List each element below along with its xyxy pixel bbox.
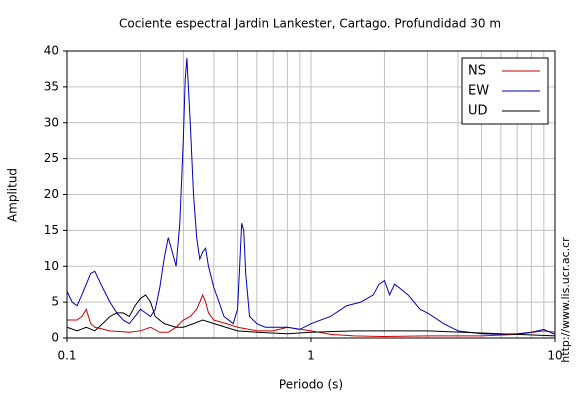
chart-title: Cociente espectral Jardin Lankester, Car… [119,17,501,31]
series-line [66,294,556,337]
source-annotation: http://www.lis.ucr.ac.cr [559,237,572,363]
y-axis-label: Amplitud [6,168,20,222]
x-axis-label: Periodo (s) [279,378,343,392]
legend-label: UD [468,104,488,119]
y-tick-label: 30 [44,115,59,129]
series-line [67,293,556,338]
y-tick-label: 35 [44,79,59,93]
plot-frame [66,50,556,339]
y-tick-label: 40 [44,44,59,58]
legend-label: NS [468,64,486,79]
y-tick-label: 5 [51,295,59,309]
y-tick-label: 25 [44,151,59,165]
x-tick-label: 0.1 [57,349,76,363]
y-tick-label: 10 [44,259,59,273]
series-line [66,58,556,335]
x-tick-label: 1 [307,349,315,363]
legend-label: EW [468,84,489,99]
x-tick-label: 10 [547,349,562,363]
y-tick-label: 20 [44,187,59,201]
y-tick-label: 0 [51,331,59,345]
y-tick-label: 15 [44,223,59,237]
